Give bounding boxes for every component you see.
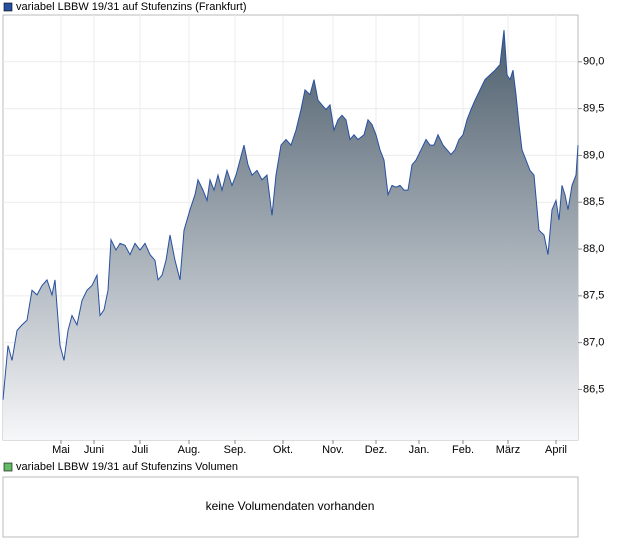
y-tick-label: 88,0 [583,243,604,255]
x-tick-label: April [545,444,567,456]
volume-message: keine Volumendaten vorhanden [206,499,375,513]
line [2,29,579,400]
legend-swatch [3,2,13,12]
x-tick-label: Aug. [178,444,201,456]
x-tick-label: Mai [52,444,70,456]
x-tick-label: Nov. [322,444,344,456]
volume-frame [2,476,579,538]
y-tick-label: 90,0 [583,56,604,68]
x-tick-label: Sep. [224,444,247,456]
y-tick-label: 87,5 [583,290,604,302]
volume-title: variabel LBBW 19/31 auf Stufenzins Volum… [16,461,238,473]
y-tick-label: 86,5 [583,383,604,395]
x-tick-label: Okt. [273,444,293,456]
y-tick-label: 89,0 [583,149,604,161]
x-tick-label: Dez. [365,444,388,456]
chart-title: variabel LBBW 19/31 auf Stufenzins (Fran… [16,1,247,13]
x-tick-label: März [496,444,520,456]
x-tick-label: Feb. [452,444,474,456]
area [3,30,578,440]
y-tick-label: 87,0 [583,337,604,349]
x-tick-label: Juli [132,444,149,456]
y-tick-label: 88,5 [583,196,604,208]
y-tick-label: 89,5 [583,103,604,115]
x-tick-label: Juni [84,444,104,456]
legend-swatch [3,462,13,472]
x-tick-label: Jan. [409,444,430,456]
